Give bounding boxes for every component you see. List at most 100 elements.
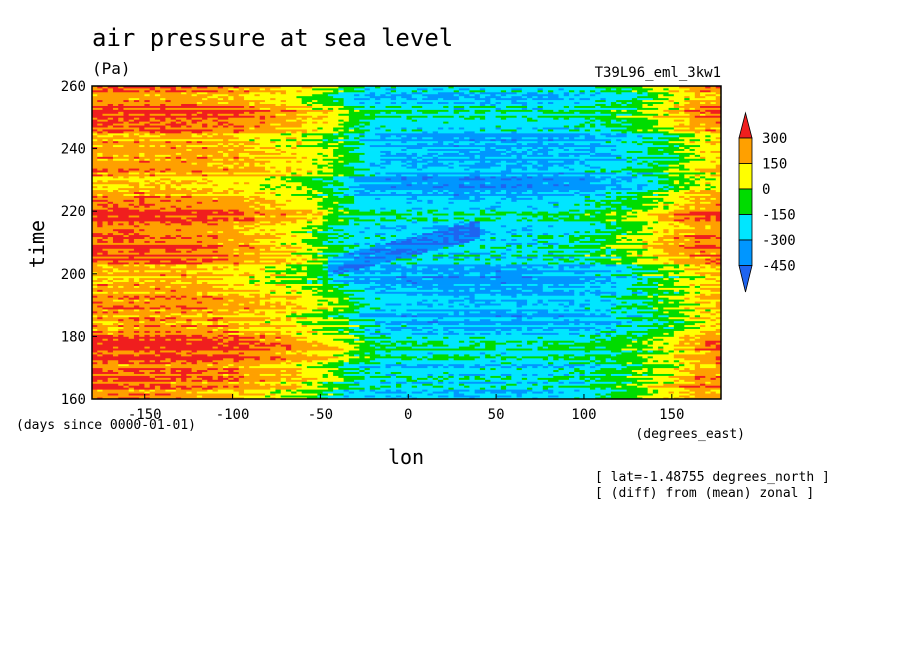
heatmap-cell [553,246,559,249]
heatmap-cell [637,303,649,306]
heatmap-cell [102,195,109,198]
heatmap-cell [584,363,596,367]
heatmap-cell [202,381,208,384]
heatmap-cell [291,383,297,386]
heatmap-cell [647,220,654,224]
heatmap-cell [700,177,706,181]
heatmap-cell [631,336,654,339]
heatmap-cell [264,275,271,279]
heatmap-cell [658,359,664,363]
heatmap-cell [233,346,240,349]
heatmap-cell [327,265,339,269]
heatmap-cell [511,363,517,367]
heatmap-cell [479,256,491,259]
heatmap-cell [92,217,182,220]
heatmap-cell [338,301,360,304]
heatmap-cell [390,150,460,153]
heatmap-cell [584,346,596,349]
heatmap-cell [647,160,654,163]
heatmap-cell [191,195,245,198]
heatmap-cell [97,397,103,399]
heatmap-cell [128,168,140,171]
heatmap-cell [479,213,507,216]
heatmap-cell [92,383,119,386]
heatmap-cell [375,209,392,212]
heatmap-cell [97,314,103,318]
heatmap-cell [102,179,109,183]
heatmap-cell [610,314,628,318]
heatmap-cell [453,195,470,198]
heatmap-cell [139,228,145,232]
heatmap-cell [663,277,669,281]
heatmap-cell [107,222,114,226]
heatmap-cell [600,170,607,173]
heatmap-cell [338,219,344,222]
heatmap-cell [521,340,528,343]
heatmap-cell [264,150,282,153]
heatmap-cell [694,271,721,275]
heatmap-cell [432,287,439,290]
heatmap-cell [521,168,528,171]
heatmap-cell [652,340,680,343]
heatmap-cell [233,238,255,241]
heatmap-cell [710,309,721,312]
heatmap-cell [238,152,250,155]
heatmap-cell [359,254,371,257]
heatmap-cell [558,379,586,382]
heatmap-cell [312,187,334,191]
heatmap-cell [679,168,690,171]
heatmap-cell [223,385,229,388]
heatmap-cell [437,267,449,271]
heatmap-cell [589,166,601,169]
heatmap-cell [291,220,297,224]
heatmap-cell [369,285,392,288]
heatmap-cell [542,242,559,245]
heatmap-cell [679,189,690,193]
heatmap-cell [359,324,381,328]
heatmap-cell [458,271,470,275]
heatmap-cell [458,383,465,386]
heatmap-cell [616,240,643,243]
heatmap-cell [364,265,371,269]
heatmap-cell [710,226,721,230]
heatmap-cell [92,250,109,253]
heatmap-cell [700,314,721,318]
heatmap-cell [128,389,135,392]
heatmap-cell [160,273,166,277]
heatmap-cell [563,181,570,185]
heatmap-cell [97,354,103,357]
heatmap-cell [710,260,717,263]
heatmap-cell [133,240,145,243]
heatmap-cell [458,150,470,153]
heatmap-cell [595,273,601,277]
heatmap-cell [301,371,334,374]
heatmap-cell [92,238,98,241]
heatmap-cell [97,154,103,157]
heatmap-cell [506,281,586,284]
heatmap-cell [170,154,198,157]
heatmap-cell [422,299,428,302]
heatmap-cell [642,238,659,241]
heatmap-cell [212,297,224,300]
heatmap-cell [652,220,659,224]
heatmap-cell [217,367,224,371]
heatmap-cell [291,267,297,271]
heatmap-cell [92,207,109,210]
heatmap-cell [249,181,303,185]
heatmap-cell [637,156,685,159]
heatmap-cell [369,352,376,355]
heatmap-cell [642,150,649,153]
heatmap-cell [207,234,219,238]
heatmap-cell [437,174,470,177]
heatmap-cell [354,246,371,249]
heatmap-cell [401,303,407,306]
heatmap-cell [306,271,329,275]
heatmap-cell [537,160,549,163]
heatmap-cell [432,213,449,216]
heatmap-cell [233,248,240,251]
heatmap-cell [322,326,350,329]
heatmap-cell [154,193,166,196]
heatmap-cell [285,203,318,206]
heatmap-cell [642,383,664,386]
heatmap-cell [437,152,444,155]
